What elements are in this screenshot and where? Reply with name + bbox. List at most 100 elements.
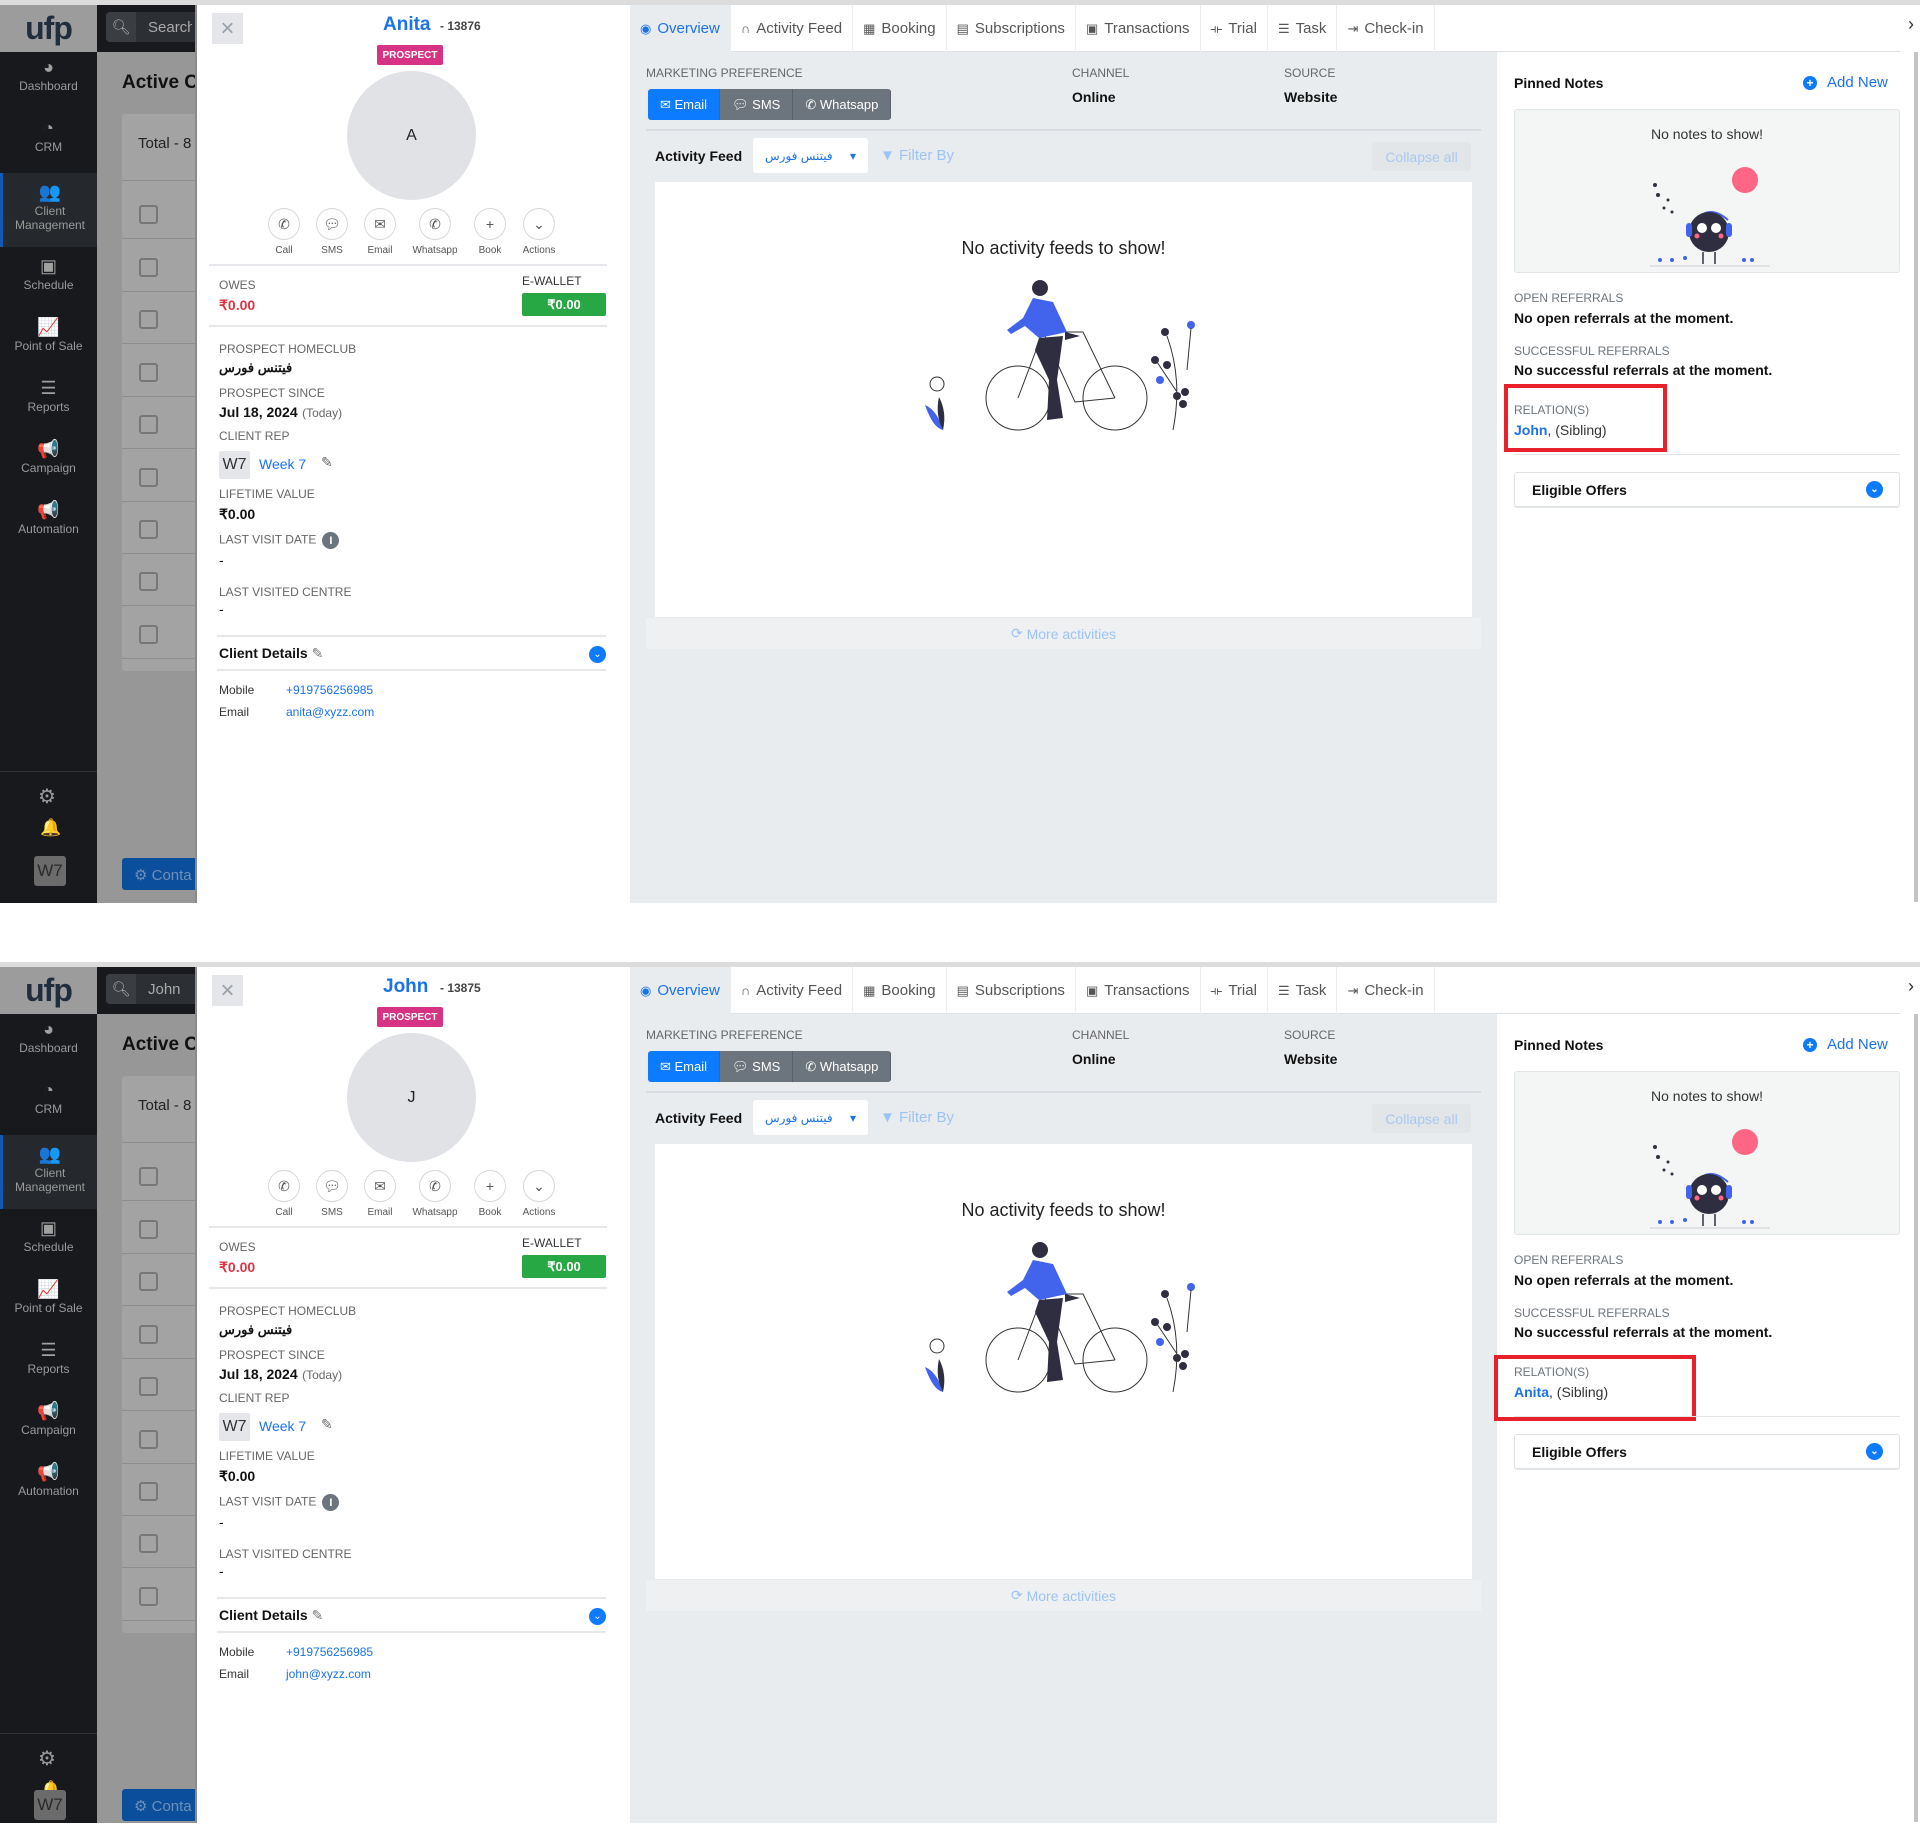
call-button[interactable]: ✆ Call	[259, 1170, 309, 1218]
row-checkbox[interactable]	[139, 520, 158, 539]
client-details-title[interactable]: Client Details ✎	[219, 645, 323, 662]
chevron-right-icon[interactable]: ›	[1908, 976, 1914, 996]
ewallet-button[interactable]: ₹0.00	[522, 1255, 606, 1278]
tab-trial[interactable]: ⟛ Trial	[1201, 5, 1268, 52]
row-checkbox[interactable]	[139, 1430, 158, 1449]
nav-automation[interactable]: 📢 Automation	[0, 500, 97, 550]
row-checkbox[interactable]	[139, 468, 158, 487]
email-button[interactable]: ✉ Email	[355, 1170, 405, 1218]
row-checkbox[interactable]	[139, 415, 158, 434]
scrollbar[interactable]	[1914, 52, 1918, 902]
add-note-button[interactable]: + Add New	[1803, 74, 1888, 91]
collapse-all-button[interactable]: Collapse all	[1372, 1104, 1471, 1133]
chevron-down-icon[interactable]: ⌄	[589, 646, 606, 663]
email-link[interactable]: john@xyzz.com	[286, 1667, 371, 1681]
marketing-sms-toggle[interactable]: 💬︎ SMS	[720, 1051, 794, 1082]
nav-reports[interactable]: ☰ Reports	[0, 1340, 97, 1390]
sms-button[interactable]: 💬︎ SMS	[307, 1170, 357, 1218]
row-checkbox[interactable]	[139, 1587, 158, 1606]
info-icon[interactable]: i	[322, 532, 340, 549]
search-input[interactable]	[136, 980, 192, 998]
edit-pencil-icon[interactable]: ✎	[311, 1607, 324, 1623]
tab-task[interactable]: ☰ Task	[1268, 967, 1338, 1014]
client-name[interactable]: Anita	[383, 14, 431, 35]
logo[interactable]: ufp	[0, 967, 97, 1014]
ewallet-button[interactable]: ₹0.00	[522, 293, 606, 316]
client-details-title[interactable]: Client Details ✎	[219, 1607, 323, 1624]
book-button[interactable]: + Book	[465, 1170, 515, 1218]
mobile-link[interactable]: +919756256985	[286, 1645, 374, 1659]
contact-button[interactable]: ⚙ Conta	[122, 858, 202, 890]
club-dropdown[interactable]: فيتنس فورس ▾	[753, 1100, 868, 1135]
chevron-right-icon[interactable]: ›	[1908, 14, 1914, 34]
edit-pencil-icon[interactable]: ✎	[321, 1416, 333, 1432]
client-name[interactable]: John	[383, 976, 429, 997]
nav-crm[interactable]: ◔ CRM	[0, 1080, 97, 1130]
actions-button[interactable]: ⌄ Actions	[514, 208, 564, 256]
nav-automation[interactable]: 📢 Automation	[0, 1462, 97, 1512]
tab-overview[interactable]: ◉ Overview	[630, 5, 731, 52]
gear-icon[interactable]: ⚙	[38, 786, 56, 808]
tab-check-in[interactable]: ⇥ Check-in	[1337, 967, 1435, 1014]
row-checkbox[interactable]	[139, 1534, 158, 1553]
tab-activity-feed[interactable]: ∩ Activity Feed	[731, 967, 854, 1014]
search-input[interactable]	[136, 18, 192, 36]
more-activities-button[interactable]: ⟳ More activities	[646, 618, 1481, 649]
marketing-email-toggle[interactable]: ✉ Email	[648, 89, 721, 120]
nav-client-management[interactable]: 👥 Client Management	[0, 1135, 97, 1209]
tab-trial[interactable]: ⟛ Trial	[1201, 967, 1268, 1014]
marketing-sms-toggle[interactable]: 💬︎ SMS	[720, 89, 794, 120]
tab-subscriptions[interactable]: ▤ Subscriptions	[947, 5, 1076, 52]
edit-pencil-icon[interactable]: ✎	[311, 645, 324, 661]
nav-point-of-sale[interactable]: 📈 Point of Sale	[0, 1279, 97, 1329]
nav-dashboard[interactable]: ◕ Dashboard	[0, 1019, 97, 1071]
row-checkbox[interactable]	[139, 1272, 158, 1291]
tab-overview[interactable]: ◉ Overview	[630, 967, 731, 1014]
eligible-offers-accordion[interactable]: Eligible Offers ⌄	[1514, 1434, 1900, 1469]
nav-reports[interactable]: ☰ Reports	[0, 378, 97, 428]
eligible-offers-accordion[interactable]: Eligible Offers ⌄	[1514, 472, 1900, 507]
whatsapp-button[interactable]: ✆ Whatsapp	[410, 208, 460, 256]
user-avatar[interactable]: W7	[34, 856, 66, 886]
rep-name-link[interactable]: Week 7	[259, 1418, 307, 1434]
row-checkbox[interactable]	[139, 1482, 158, 1501]
add-note-button[interactable]: + Add New	[1803, 1036, 1888, 1053]
nav-campaign[interactable]: 📢 Campaign	[0, 1401, 97, 1451]
logo[interactable]: ufp	[0, 5, 97, 52]
sms-button[interactable]: 💬︎ SMS	[307, 208, 357, 256]
nav-client-management[interactable]: 👥 Client Management	[0, 173, 97, 247]
tab-subscriptions[interactable]: ▤ Subscriptions	[947, 967, 1076, 1014]
close-button[interactable]: ×	[212, 975, 243, 1006]
row-checkbox[interactable]	[139, 625, 158, 644]
edit-pencil-icon[interactable]: ✎	[321, 454, 333, 470]
contact-button[interactable]: ⚙ Conta	[122, 1789, 202, 1821]
mobile-link[interactable]: +919756256985	[286, 683, 374, 697]
tab-booking[interactable]: ▦ Booking	[853, 5, 947, 52]
more-activities-button[interactable]: ⟳ More activities	[646, 1580, 1481, 1611]
relation-name-link[interactable]: John	[1514, 422, 1548, 438]
marketing-whatsapp-toggle[interactable]: ✆ Whatsapp	[793, 1051, 892, 1082]
row-checkbox[interactable]	[139, 1325, 158, 1344]
filter-by-button[interactable]: ▼ Filter By	[880, 147, 954, 164]
search-box[interactable]: 🔍︎	[106, 12, 195, 42]
info-icon[interactable]: i	[322, 1494, 340, 1511]
nav-schedule[interactable]: ▣ Schedule	[0, 256, 97, 306]
book-button[interactable]: + Book	[465, 208, 515, 256]
collapse-all-button[interactable]: Collapse all	[1372, 142, 1471, 171]
row-checkbox[interactable]	[139, 310, 158, 329]
row-checkbox[interactable]	[139, 205, 158, 224]
filter-by-button[interactable]: ▼ Filter By	[880, 1109, 954, 1126]
tab-booking[interactable]: ▦ Booking	[853, 967, 947, 1014]
row-checkbox[interactable]	[139, 363, 158, 382]
search-box[interactable]: 🔍︎	[106, 974, 195, 1004]
nav-schedule[interactable]: ▣ Schedule	[0, 1218, 97, 1268]
call-button[interactable]: ✆ Call	[259, 208, 309, 256]
row-checkbox[interactable]	[139, 1220, 158, 1239]
user-avatar[interactable]: W7	[34, 1790, 66, 1820]
rep-name-link[interactable]: Week 7	[259, 456, 307, 472]
tab-transactions[interactable]: ▣ Transactions	[1076, 5, 1201, 52]
row-checkbox[interactable]	[139, 1377, 158, 1396]
nav-crm[interactable]: ◔ CRM	[0, 118, 97, 168]
nav-campaign[interactable]: 📢 Campaign	[0, 439, 97, 489]
tab-transactions[interactable]: ▣ Transactions	[1076, 967, 1201, 1014]
